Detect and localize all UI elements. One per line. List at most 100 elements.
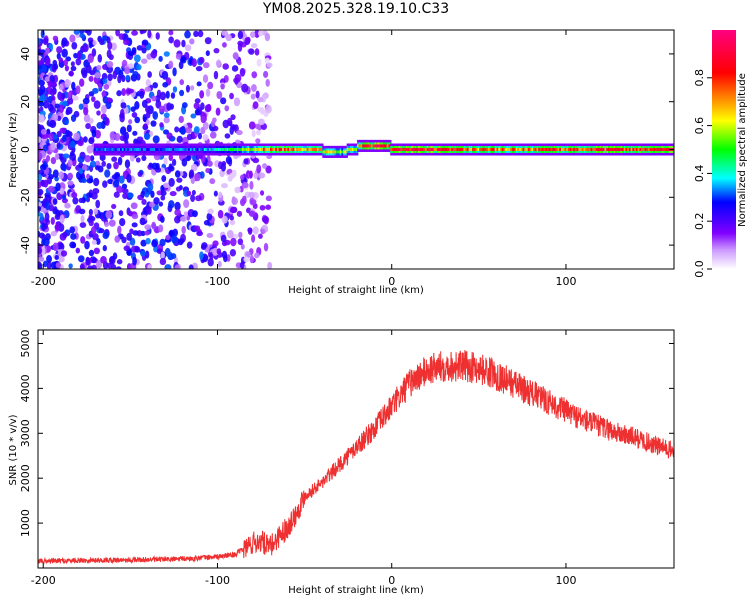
signal-core [364, 144, 368, 148]
signal-core [520, 148, 524, 151]
noise-cell [81, 164, 88, 171]
colorbar-axis: 0.0 0.2 0.4 0.6 0.8 [693, 69, 712, 278]
noise-cell [69, 241, 77, 249]
signal-core [567, 148, 571, 151]
noise-cell [58, 255, 65, 263]
signal-core [125, 148, 129, 151]
signal-core [226, 148, 230, 151]
noise-cell [253, 172, 258, 180]
noise-cell [207, 258, 214, 267]
noise-cell [163, 112, 170, 118]
noise-cell [139, 30, 144, 35]
signal-core [665, 148, 669, 151]
signal-core [648, 148, 652, 151]
signal-core [442, 148, 446, 151]
noise-cell [237, 43, 243, 52]
noise-cell [55, 182, 61, 192]
signal-core [195, 148, 199, 151]
noise-cell [220, 97, 227, 105]
noise-cell [46, 255, 53, 264]
noise-cell [86, 145, 94, 154]
signal-core [409, 148, 413, 151]
signal-core [99, 148, 103, 151]
colorbar-tick-label: 0.2 [693, 212, 706, 230]
noise-cell [88, 219, 94, 227]
signal-core [628, 148, 632, 151]
noise-cell [207, 208, 214, 215]
signal-core [257, 148, 261, 151]
noise-cell [77, 156, 85, 163]
noise-cell [159, 91, 167, 101]
signal-core [148, 148, 152, 151]
noise-cell [80, 236, 86, 244]
noise-cell [131, 222, 138, 228]
noise-cell [207, 160, 213, 167]
noise-cell [131, 30, 138, 36]
noise-cell [142, 114, 147, 122]
signal-core [522, 148, 526, 151]
noise-cell [258, 233, 263, 239]
signal-core [238, 148, 242, 151]
noise-cell [57, 242, 65, 252]
signal-core [508, 148, 512, 151]
noise-cell [150, 120, 157, 127]
noise-cell [67, 180, 74, 186]
noise-cell [140, 58, 148, 64]
noise-cell [81, 43, 89, 53]
noise-cell [179, 238, 185, 244]
noise-cell [41, 222, 46, 232]
noise-cell [91, 264, 97, 269]
noise-cell [178, 61, 184, 70]
noise-cell [96, 121, 104, 129]
snr-series-line [38, 350, 674, 565]
y-tick-label: 20 [19, 95, 32, 109]
signal-core [646, 148, 650, 151]
noise-cell [202, 121, 209, 130]
noise-cell [266, 62, 273, 68]
signal-core [222, 148, 226, 151]
noise-cell [223, 254, 228, 263]
noise-cell [263, 242, 269, 252]
noise-cell [168, 177, 175, 187]
noise-cell [183, 211, 189, 218]
noise-cell [76, 51, 82, 60]
noise-cell [141, 199, 147, 205]
signal-core [484, 148, 488, 151]
signal-core [329, 150, 333, 154]
noise-cell [117, 156, 123, 166]
signal-core [330, 150, 334, 154]
signal-core [452, 148, 456, 151]
noise-cell [89, 70, 96, 76]
signal-core [107, 148, 111, 151]
signal-core [398, 148, 402, 151]
noise-cell [239, 67, 246, 77]
signal-core [266, 148, 270, 151]
signal-core [259, 148, 263, 151]
signal-core [283, 148, 287, 151]
noise-cell [190, 113, 197, 119]
signal-core [655, 148, 659, 151]
signal-core [137, 148, 141, 151]
signal-core [463, 148, 467, 151]
x-tick-label: 100 [555, 574, 576, 587]
noise-cell [38, 114, 45, 123]
x-tick-label: 0 [388, 574, 395, 587]
noise-cell [38, 136, 42, 144]
signal-core [588, 148, 592, 151]
signal-core [217, 148, 221, 151]
noise-cell [159, 238, 166, 247]
signal-core [139, 148, 143, 151]
signal-core [205, 148, 209, 151]
noise-cell [248, 170, 253, 179]
signal-core [196, 148, 200, 151]
noise-cell [102, 231, 109, 240]
signal-core [630, 148, 634, 151]
signal-core [419, 148, 423, 151]
noise-cell [140, 250, 146, 257]
signal-core [282, 148, 286, 151]
signal-core [278, 148, 282, 151]
noise-cell [62, 194, 67, 201]
signal-core [186, 148, 190, 151]
noise-cell [141, 155, 147, 162]
noise-cell [258, 118, 265, 126]
